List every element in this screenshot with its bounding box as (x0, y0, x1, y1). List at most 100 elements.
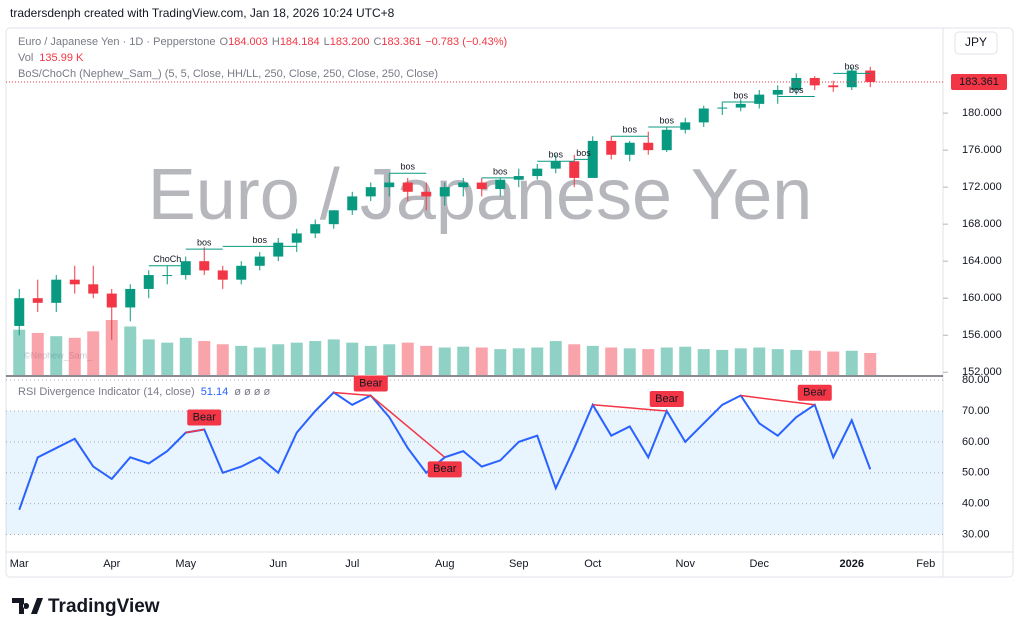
divergence-line (740, 394, 815, 406)
divergence-label: Bear (433, 463, 457, 475)
volume-bar (457, 346, 470, 375)
structure-label: bos (622, 125, 637, 135)
svg-text:Euro / Japanese Yen · 1D · Pep: Euro / Japanese Yen · 1D · Pepperstone O1… (18, 36, 507, 48)
candle-body (680, 122, 691, 130)
structure-label: bos (493, 166, 508, 176)
volume-bar (642, 349, 655, 375)
candle-body (495, 179, 506, 190)
volume-bar (290, 342, 303, 375)
candle-body (754, 94, 765, 104)
candle-body (809, 77, 820, 86)
credit: ©Nephew_Sam_ (24, 350, 93, 360)
volume-bar (31, 332, 44, 375)
candle-body (717, 107, 728, 109)
volume-bar (494, 349, 507, 375)
candle-body (14, 298, 25, 326)
symbol: Euro / Japanese Yen · 1D · Pepperstone (18, 36, 216, 48)
volume-bar (198, 341, 211, 375)
y-tick-label: 168.000 (962, 218, 1002, 230)
candle-body (476, 182, 487, 190)
volume-bar (771, 349, 784, 375)
candle-body (365, 187, 376, 197)
value: 135.99 K (39, 52, 84, 64)
key: C (373, 36, 381, 48)
structure-label: bos (197, 238, 212, 248)
volume-bar (864, 353, 877, 375)
volume-bar (50, 336, 63, 375)
volume-bar (364, 345, 377, 375)
volume-bar (679, 346, 692, 375)
volume-bar (142, 339, 155, 375)
candle-body (143, 275, 154, 289)
structure-label: bos (252, 235, 267, 245)
x-tick-label: Aug (435, 558, 455, 570)
y-tick-label: 160.000 (962, 292, 1002, 304)
volume-bar (235, 345, 248, 375)
candle-body (661, 129, 672, 151)
last-price-label: 183.361 (959, 76, 999, 88)
x-tick-label: Oct (584, 558, 601, 570)
volume-bar (253, 347, 266, 375)
divergence-line (592, 404, 667, 412)
value: 183.200 (330, 36, 370, 48)
volume-bar (216, 344, 229, 375)
key: O (220, 36, 229, 48)
volume-bar (68, 337, 81, 375)
structure-label: ChoCh (153, 254, 181, 264)
candle-body (88, 284, 99, 294)
divergence-tag (427, 461, 462, 478)
volume-bar (124, 326, 137, 375)
divergence-line (370, 394, 446, 458)
candle-body (643, 142, 654, 151)
candle-body (291, 233, 302, 243)
rsi-tick-label: 60.00 (962, 436, 990, 448)
rsi-tick-label: 30.00 (962, 528, 990, 540)
key: H (272, 36, 280, 48)
volume-bar (808, 350, 821, 375)
volume-bar (586, 345, 599, 375)
change: −0.783 (−0.43%) (425, 36, 507, 48)
volume-bar (512, 348, 525, 375)
candle-body (402, 182, 413, 192)
currency-button[interactable] (954, 31, 998, 55)
x-tick-label: Mar (10, 558, 29, 570)
candle-body (606, 140, 617, 155)
watermark: Euro / Japanese Yen (148, 155, 813, 235)
divergence-label: Bear (359, 377, 383, 389)
volume-bar (383, 344, 396, 375)
x-tick-label: 2026 (840, 558, 864, 570)
key: Vol (18, 52, 33, 64)
divergence-tag (797, 384, 832, 401)
volume-bar (734, 348, 747, 375)
candle-body (772, 89, 783, 95)
rsi-tick-label: 80.00 (962, 374, 990, 386)
key: L (324, 36, 330, 48)
candle-body (199, 261, 210, 271)
volume-bar (827, 351, 840, 375)
x-tick-label: Apr (103, 558, 120, 570)
candle-body (180, 261, 191, 276)
y-tick-label: 172.000 (962, 181, 1002, 193)
x-tick-label: May (175, 558, 196, 570)
divergence-line (333, 391, 371, 397)
flags: ø ø ø ø (234, 386, 270, 398)
structure-label: bos (733, 90, 748, 100)
volume-bar (327, 339, 340, 375)
candle-body (162, 275, 173, 277)
divergence-label: Bear (655, 393, 679, 405)
volume-bar (605, 347, 618, 375)
structure-label: bos (844, 62, 859, 72)
caption: tradersdenph created with TradingView.co… (10, 6, 395, 20)
candle-body (569, 161, 580, 178)
volume-bar (845, 350, 858, 375)
candle-body (698, 108, 709, 123)
currency: JPY (965, 35, 987, 49)
candle-body (421, 191, 432, 197)
candle-body (310, 224, 321, 234)
volume-bar (161, 342, 174, 375)
value: 184.003 (228, 36, 268, 48)
candle-body (791, 77, 802, 90)
rsi-tick-label: 40.00 (962, 498, 990, 510)
